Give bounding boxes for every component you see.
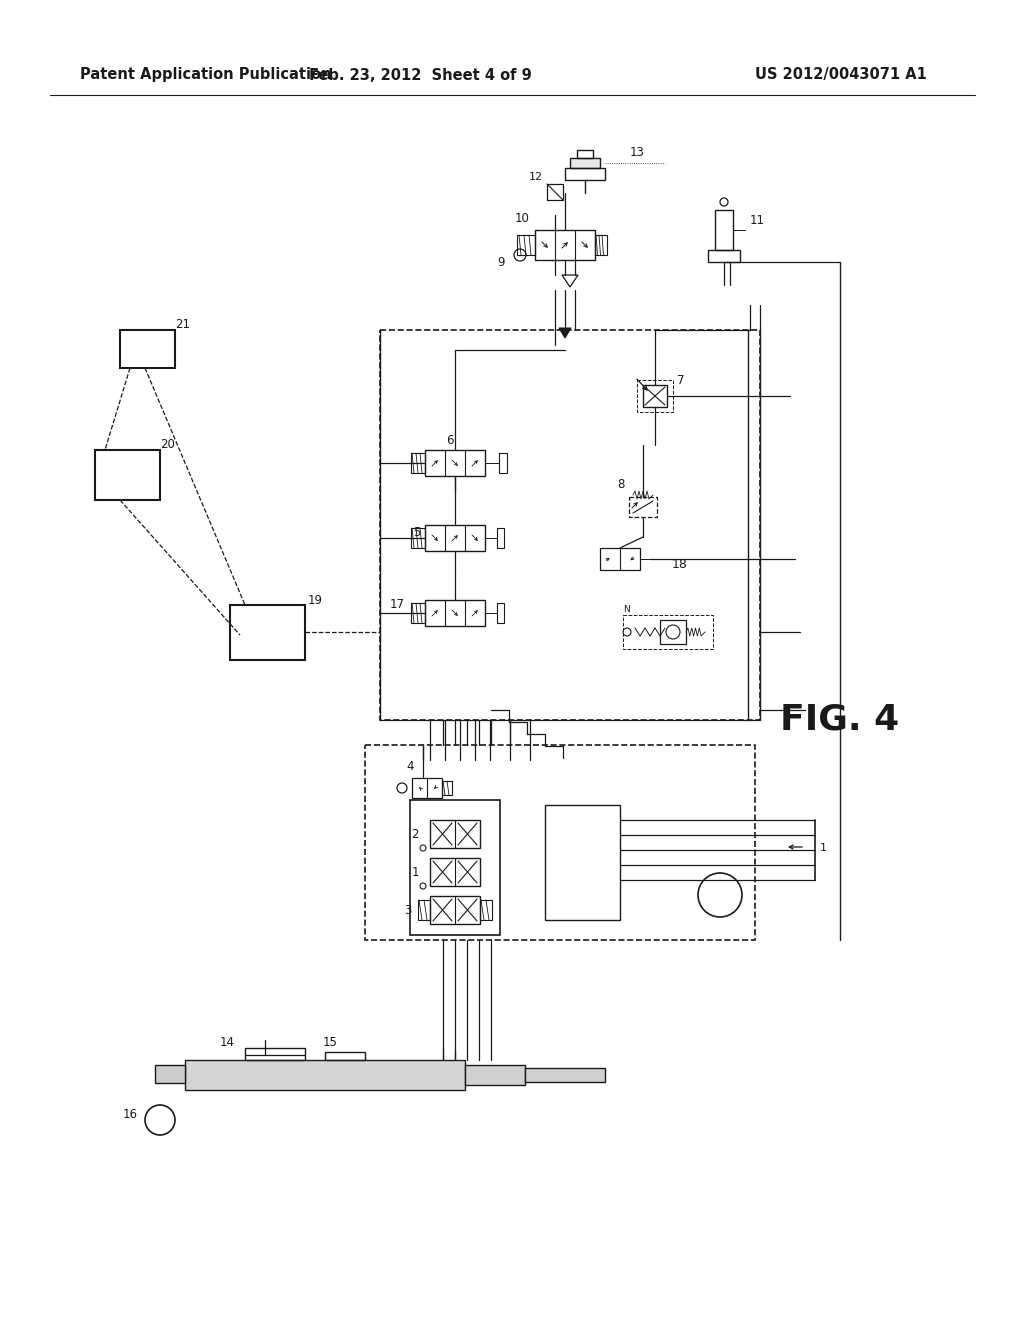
Text: US 2012/0043071 A1: US 2012/0043071 A1 bbox=[755, 67, 927, 82]
Text: 6: 6 bbox=[446, 433, 454, 446]
Bar bbox=[547, 183, 563, 201]
Text: Feb. 23, 2012  Sheet 4 of 9: Feb. 23, 2012 Sheet 4 of 9 bbox=[308, 67, 531, 82]
Bar bbox=[525, 1068, 605, 1082]
Bar bbox=[643, 385, 667, 407]
Bar bbox=[430, 896, 480, 924]
Text: 11: 11 bbox=[750, 214, 765, 227]
Bar bbox=[480, 900, 492, 920]
Text: FIG. 4: FIG. 4 bbox=[780, 704, 900, 737]
Bar bbox=[95, 450, 160, 500]
Bar bbox=[708, 249, 740, 261]
Bar bbox=[418, 900, 430, 920]
Text: 10: 10 bbox=[515, 211, 530, 224]
Text: Patent Application Publication: Patent Application Publication bbox=[80, 67, 332, 82]
Bar bbox=[715, 210, 733, 249]
Bar bbox=[442, 781, 452, 795]
Text: 2: 2 bbox=[412, 828, 419, 841]
Bar bbox=[412, 777, 442, 799]
Text: 14: 14 bbox=[220, 1035, 234, 1048]
Text: 5: 5 bbox=[413, 527, 420, 540]
Bar bbox=[245, 1048, 305, 1060]
Text: 13: 13 bbox=[630, 147, 645, 160]
Bar bbox=[425, 601, 485, 626]
Bar bbox=[230, 605, 305, 660]
Bar bbox=[410, 800, 500, 935]
Text: N: N bbox=[624, 606, 631, 615]
Text: 8: 8 bbox=[617, 479, 625, 491]
Bar bbox=[637, 380, 673, 412]
Text: 21: 21 bbox=[175, 318, 190, 331]
Text: 9: 9 bbox=[498, 256, 505, 269]
Text: 1: 1 bbox=[412, 866, 419, 879]
Text: 19: 19 bbox=[308, 594, 323, 606]
Text: 16: 16 bbox=[123, 1109, 137, 1122]
Bar bbox=[595, 235, 607, 255]
Bar bbox=[380, 330, 760, 719]
Bar bbox=[185, 1060, 465, 1090]
Bar bbox=[411, 453, 425, 473]
Bar bbox=[565, 168, 605, 180]
Bar bbox=[497, 603, 504, 623]
Bar bbox=[325, 1052, 365, 1060]
Bar bbox=[465, 1065, 525, 1085]
Text: 18: 18 bbox=[672, 558, 688, 572]
Text: 20: 20 bbox=[160, 438, 175, 451]
Bar bbox=[365, 744, 755, 940]
Text: 3: 3 bbox=[404, 903, 412, 916]
Text: 15: 15 bbox=[323, 1035, 338, 1048]
Bar bbox=[600, 548, 640, 570]
Text: 7: 7 bbox=[677, 374, 684, 387]
Bar bbox=[517, 235, 535, 255]
Bar bbox=[430, 820, 480, 847]
Bar bbox=[570, 158, 600, 168]
Bar bbox=[425, 525, 485, 550]
Polygon shape bbox=[559, 327, 571, 338]
Bar bbox=[660, 620, 686, 644]
Bar bbox=[120, 330, 175, 368]
Bar bbox=[545, 805, 620, 920]
Text: 4: 4 bbox=[407, 759, 414, 772]
Bar bbox=[155, 1065, 185, 1082]
Text: 1: 1 bbox=[820, 843, 827, 853]
Bar bbox=[629, 498, 657, 517]
Bar bbox=[623, 615, 713, 649]
Bar bbox=[535, 230, 595, 260]
Bar bbox=[411, 603, 425, 623]
Bar bbox=[411, 528, 425, 548]
Text: 17: 17 bbox=[390, 598, 406, 611]
Text: 12: 12 bbox=[528, 172, 543, 182]
Bar bbox=[577, 150, 593, 158]
Bar bbox=[497, 528, 504, 548]
Bar bbox=[425, 450, 485, 477]
Bar bbox=[499, 453, 507, 473]
Bar bbox=[430, 858, 480, 886]
